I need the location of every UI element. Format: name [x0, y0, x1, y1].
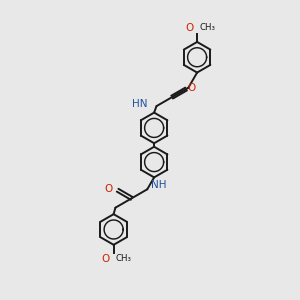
Text: CH₃: CH₃	[116, 254, 132, 263]
Text: HN: HN	[132, 99, 147, 109]
Text: O: O	[101, 254, 110, 264]
Text: O: O	[187, 83, 196, 93]
Text: CH₃: CH₃	[199, 23, 215, 32]
Text: O: O	[104, 184, 112, 194]
Text: O: O	[185, 23, 193, 33]
Text: NH: NH	[151, 180, 166, 190]
